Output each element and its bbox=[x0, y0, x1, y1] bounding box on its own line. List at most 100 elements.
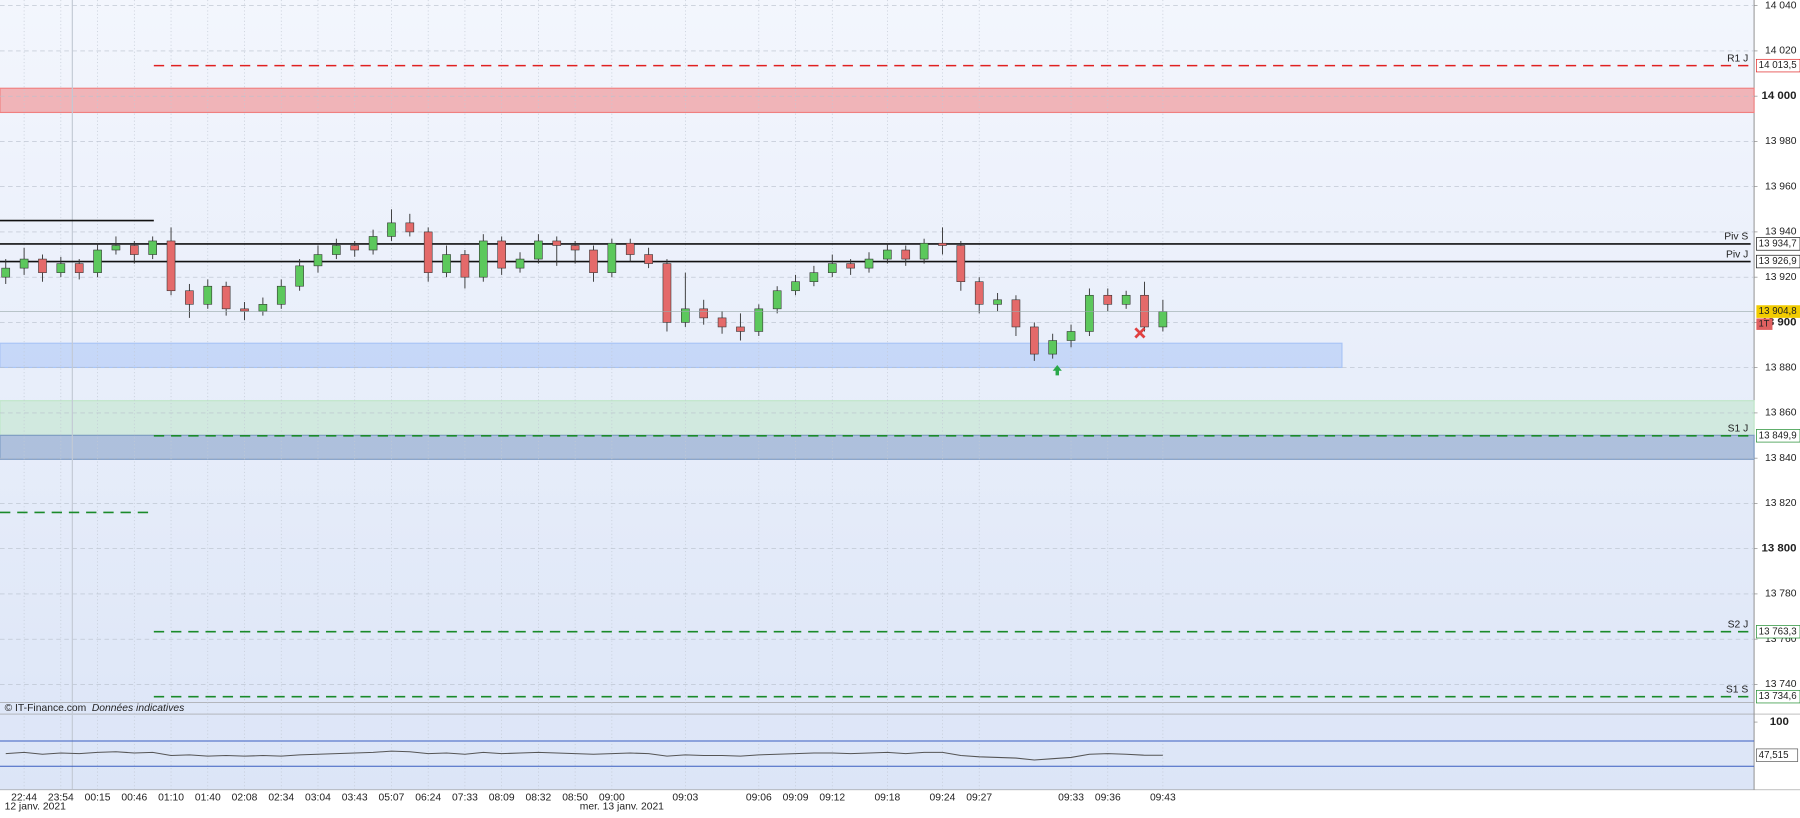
date-label: 12 janv. 2021 bbox=[5, 802, 67, 813]
price-box bbox=[1756, 58, 1800, 73]
candle-body bbox=[736, 326, 745, 332]
zone bbox=[0, 400, 1755, 436]
candle-body bbox=[497, 240, 506, 269]
candle-body bbox=[864, 258, 874, 269]
candle-body bbox=[405, 222, 415, 233]
price-box bbox=[1756, 254, 1800, 269]
x-tick-label: 09:06 bbox=[746, 793, 772, 804]
price-box-label: 13 734,6 bbox=[1759, 691, 1797, 702]
candle-body bbox=[1121, 294, 1131, 305]
candle-body bbox=[240, 308, 249, 312]
candle-body bbox=[185, 290, 194, 305]
candle-body bbox=[460, 254, 470, 278]
candle-body bbox=[368, 236, 378, 251]
last-price-box bbox=[1756, 305, 1800, 318]
x-tick-label: 03:04 bbox=[305, 793, 331, 804]
candle-body bbox=[1158, 311, 1168, 328]
y-tick-label: 100 bbox=[1770, 716, 1789, 728]
candle-body bbox=[1103, 294, 1113, 305]
x-tick-label: 09:33 bbox=[1058, 793, 1084, 804]
candle-body bbox=[1030, 326, 1039, 355]
y-tick-label: 14 000 bbox=[1761, 90, 1796, 102]
price-box bbox=[1756, 689, 1800, 704]
candle-body bbox=[148, 240, 157, 255]
x-tick-label: 09:18 bbox=[874, 793, 900, 804]
candle-body bbox=[699, 308, 709, 319]
credit: © IT-Finance.com bbox=[5, 703, 87, 714]
candle-body bbox=[387, 222, 396, 237]
axis-background bbox=[1754, 0, 1800, 813]
candle-body bbox=[258, 304, 268, 312]
candle-body bbox=[938, 242, 947, 246]
indicator-last-label: 47,515 bbox=[1759, 750, 1789, 761]
tag-box bbox=[1756, 318, 1773, 330]
price-box-label: 13 763,3 bbox=[1759, 626, 1797, 637]
candle-body bbox=[644, 254, 653, 264]
candle-body bbox=[662, 263, 672, 323]
sell-cross bbox=[1134, 327, 1146, 339]
y-tick-label: 13 880 bbox=[1765, 362, 1797, 373]
x-tick-label: 00:15 bbox=[85, 793, 111, 804]
candle-body bbox=[111, 245, 121, 251]
level-label: S1 S bbox=[1726, 684, 1749, 695]
candle-body bbox=[313, 254, 323, 267]
candle-body bbox=[442, 254, 451, 273]
x-tick-label: 03:43 bbox=[342, 793, 368, 804]
candle-body bbox=[1, 267, 11, 278]
zone bbox=[0, 342, 1343, 369]
date-label: mer. 13 janv. 2021 bbox=[580, 802, 664, 813]
level-label: S1 J bbox=[1728, 424, 1749, 435]
price-box bbox=[1756, 625, 1800, 639]
x-tick-label: 07:33 bbox=[452, 793, 478, 804]
price-box bbox=[1756, 429, 1800, 443]
y-tick-label: 14 040 bbox=[1765, 0, 1797, 11]
candle-body bbox=[809, 272, 819, 282]
candle-body bbox=[993, 299, 1002, 305]
candle-body bbox=[754, 308, 764, 332]
y-tick-label: 13 840 bbox=[1765, 453, 1797, 464]
candle-body bbox=[791, 281, 800, 292]
candle-body bbox=[1140, 294, 1149, 328]
price-box-label: 13 849,9 bbox=[1759, 430, 1797, 441]
candle-body bbox=[19, 258, 29, 269]
candle-body bbox=[93, 249, 102, 273]
y-tick-label: 13 860 bbox=[1765, 408, 1797, 419]
x-tick-label: 09:24 bbox=[930, 793, 956, 804]
x-tick-label: 05:07 bbox=[379, 793, 405, 804]
y-tick-label: 13 820 bbox=[1765, 498, 1797, 509]
candle-body bbox=[883, 249, 892, 260]
candle-body bbox=[38, 258, 47, 273]
candle-body bbox=[974, 281, 984, 305]
candle-body bbox=[1011, 299, 1021, 328]
candle-body bbox=[625, 242, 635, 255]
x-tick-label: 22:44 bbox=[11, 793, 37, 804]
candle-body bbox=[515, 258, 525, 269]
candle-body bbox=[478, 240, 488, 278]
x-tick-label: 08:09 bbox=[489, 793, 515, 804]
y-tick-label: 13 980 bbox=[1765, 136, 1797, 147]
x-tick-label: 02:34 bbox=[268, 793, 294, 804]
level-label: R1 J bbox=[1727, 53, 1748, 64]
candle-body bbox=[56, 263, 66, 273]
y-tick-label: 13 920 bbox=[1765, 272, 1797, 283]
candle-body bbox=[423, 231, 433, 273]
candle-body bbox=[717, 317, 727, 328]
x-tick-label: 01:40 bbox=[195, 793, 221, 804]
candle-body bbox=[74, 263, 84, 273]
tag-label: 1T bbox=[1759, 319, 1770, 329]
price-box-label: 13 934,7 bbox=[1759, 238, 1797, 249]
x-tick-label: 00:46 bbox=[121, 793, 147, 804]
plot-background bbox=[0, 0, 1755, 790]
candle-body bbox=[332, 245, 341, 255]
last-price-label: 13 904,8 bbox=[1759, 306, 1797, 317]
candle-body bbox=[130, 245, 139, 255]
x-tick-label: 09:12 bbox=[819, 793, 845, 804]
zone bbox=[0, 87, 1755, 114]
candle-body bbox=[681, 308, 690, 323]
candle-body bbox=[919, 242, 929, 260]
x-tick-label: 02:08 bbox=[232, 793, 258, 804]
level-label: Piv J bbox=[1726, 249, 1748, 260]
x-tick-label: 09:27 bbox=[966, 793, 992, 804]
candle-body bbox=[570, 245, 580, 251]
y-tick-label: 13 940 bbox=[1765, 227, 1797, 238]
